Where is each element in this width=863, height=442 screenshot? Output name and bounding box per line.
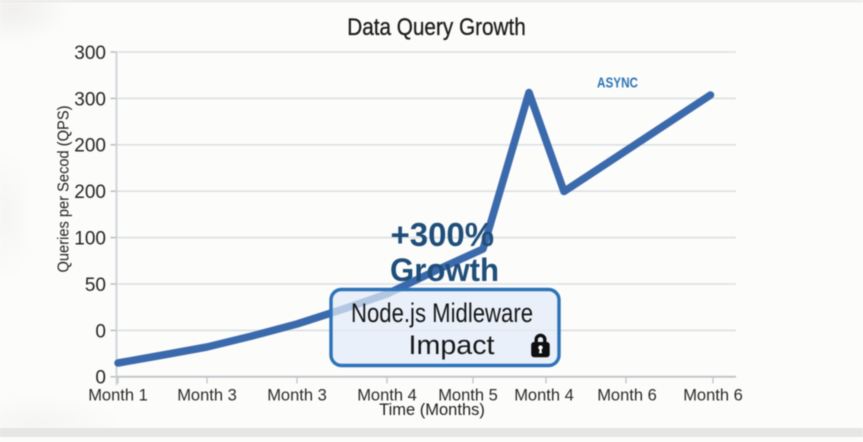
- svg-text:0: 0: [95, 321, 106, 342]
- svg-text:Time (Months): Time (Months): [379, 401, 485, 419]
- svg-text:Impact: Impact: [409, 330, 496, 360]
- svg-text:100: 100: [74, 229, 106, 250]
- svg-text:Month 6: Month 6: [683, 387, 743, 405]
- svg-text:Data Query Growth: Data Query Growth: [347, 14, 526, 41]
- svg-text:200: 200: [74, 136, 106, 157]
- svg-text:Month 1: Month 1: [88, 387, 148, 405]
- svg-text:300: 300: [74, 89, 106, 110]
- svg-text:300: 300: [74, 43, 106, 64]
- svg-text:Month 5: Month 5: [438, 387, 498, 405]
- svg-text:Growth: Growth: [390, 252, 499, 288]
- svg-text:ASYNC: ASYNC: [597, 75, 638, 92]
- svg-text:200: 200: [74, 182, 106, 203]
- svg-text:Month 6: Month 6: [597, 387, 657, 405]
- svg-text:Month 4: Month 4: [514, 387, 574, 405]
- svg-text:Month 3: Month 3: [267, 387, 327, 405]
- svg-text:Queries per Secod (QPS): Queries per Secod (QPS): [56, 106, 73, 273]
- svg-text:0: 0: [95, 368, 106, 389]
- svg-text:50: 50: [85, 275, 106, 296]
- svg-text:Node.js Midleware: Node.js Midleware: [351, 298, 533, 328]
- svg-text:+300%: +300%: [390, 216, 494, 253]
- svg-text:Month 3: Month 3: [177, 387, 237, 405]
- svg-text:Month 4: Month 4: [357, 387, 417, 405]
